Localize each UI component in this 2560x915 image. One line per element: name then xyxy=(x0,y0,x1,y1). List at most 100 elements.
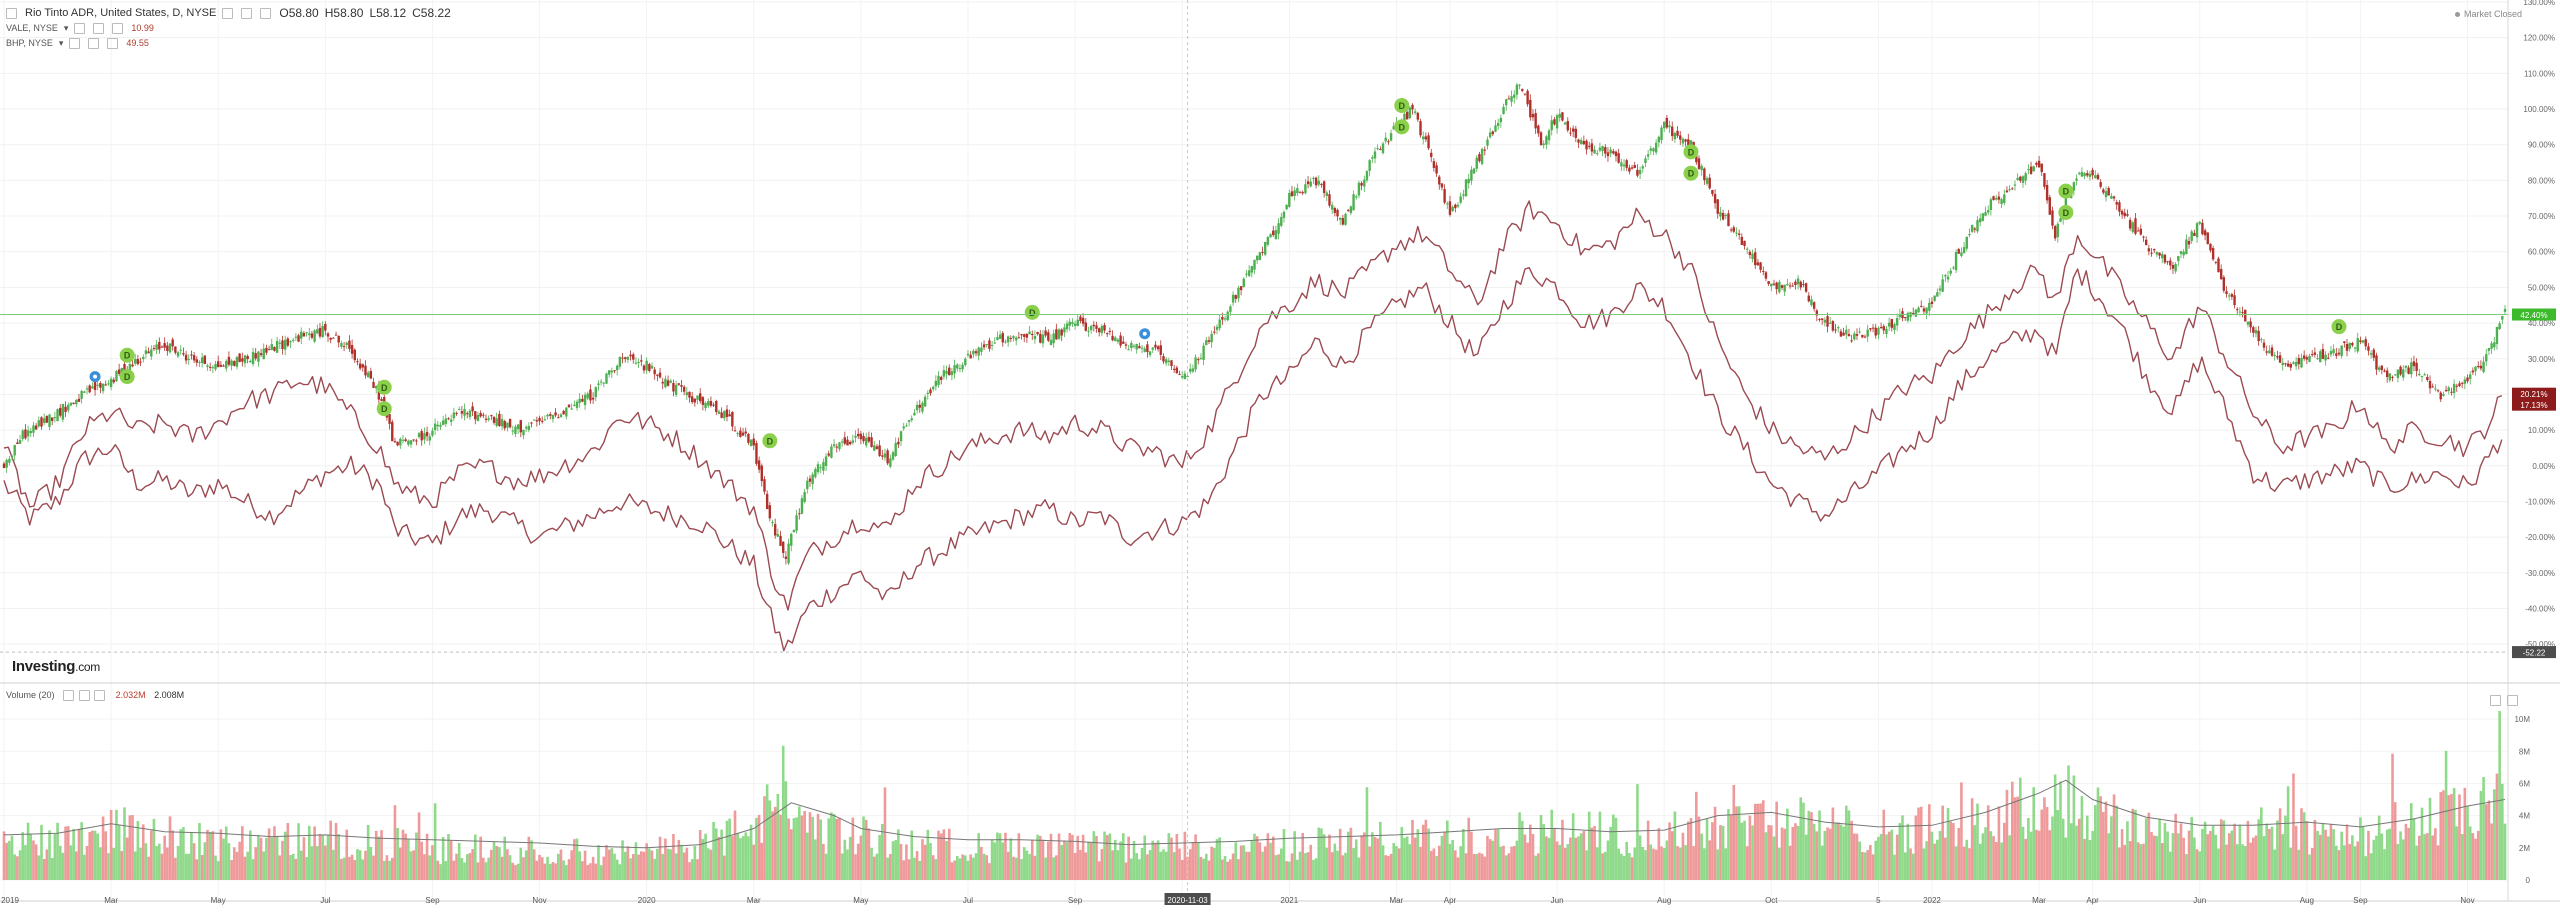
volume-bar xyxy=(439,864,442,880)
volume-bar xyxy=(610,848,614,880)
volume-bar xyxy=(2302,812,2306,880)
collapse-icon[interactable] xyxy=(6,8,17,19)
dividend-marker[interactable]: D xyxy=(1683,165,1699,181)
volume-bar xyxy=(2431,835,2435,880)
dividend-marker[interactable]: D xyxy=(2058,204,2074,220)
candle-body xyxy=(1411,104,1414,110)
dividend-marker-circle xyxy=(1683,144,1699,160)
volume-bar xyxy=(93,830,97,880)
dropdown-icon[interactable]: ▾ xyxy=(58,38,64,48)
volume-bar xyxy=(1296,859,1299,880)
volume-bar xyxy=(581,861,584,880)
volume-bar xyxy=(607,849,611,880)
volume-bar xyxy=(2069,823,2073,880)
candle-body xyxy=(2412,361,2416,367)
settings-icon[interactable] xyxy=(78,690,90,702)
volume-bar xyxy=(337,834,341,880)
volume-bar xyxy=(1855,833,1859,880)
pane-controls[interactable] xyxy=(2489,692,2520,710)
settings-icon[interactable] xyxy=(88,38,100,49)
volume-bar xyxy=(2219,819,2223,880)
eye-icon[interactable] xyxy=(74,23,86,34)
main-symbol: Rio Tinto ADR, United States, D, NYSE xyxy=(25,7,217,19)
volume-bar xyxy=(1263,846,1267,880)
candle-body xyxy=(1507,98,1511,100)
candle-body xyxy=(1997,196,2001,200)
candle-body xyxy=(2126,214,2129,216)
candle-body xyxy=(1416,112,1420,120)
candle-body xyxy=(2455,385,2459,387)
dividend-marker[interactable]: D xyxy=(376,401,392,417)
volume-bar xyxy=(2198,851,2202,880)
close-icon[interactable] xyxy=(94,690,106,702)
dividend-marker[interactable]: D xyxy=(762,433,778,449)
eye-icon[interactable] xyxy=(222,8,234,19)
dividend-marker[interactable]: D xyxy=(1683,144,1699,160)
volume-bar xyxy=(2005,789,2009,880)
dropdown-icon[interactable]: ▾ xyxy=(63,23,69,33)
candle-body xyxy=(2477,366,2480,368)
volume-bar xyxy=(479,836,482,880)
eye-icon[interactable] xyxy=(69,38,81,49)
close-icon[interactable] xyxy=(112,23,124,34)
volume-bar xyxy=(792,818,796,880)
candle-body xyxy=(203,355,207,365)
candle-body xyxy=(1804,283,1808,292)
compare-row-bhp[interactable]: BHP, NYSE ▾ 49.55 xyxy=(6,36,451,51)
dividend-marker[interactable]: D xyxy=(2058,183,2074,199)
candle-body xyxy=(2037,160,2041,168)
volume-bar xyxy=(1312,859,1315,880)
volume-bar xyxy=(1076,835,1080,880)
volume-bar xyxy=(1775,801,1778,880)
dividend-marker[interactable]: D xyxy=(119,369,135,385)
dividend-marker[interactable]: D xyxy=(1394,97,1410,113)
volume-bar xyxy=(2434,828,2437,880)
dividend-marker[interactable]: D xyxy=(2331,319,2347,335)
settings-icon[interactable] xyxy=(241,8,253,19)
candle-body xyxy=(91,386,94,389)
settings-icon[interactable] xyxy=(93,23,105,34)
volume-bar xyxy=(1612,814,1615,880)
volume-bar xyxy=(2426,833,2429,880)
candle-body xyxy=(332,337,335,339)
candle-body xyxy=(1293,190,1296,196)
dividend-marker[interactable]: D xyxy=(1394,119,1410,135)
candle-body xyxy=(832,444,836,447)
candle-body xyxy=(1218,319,1221,329)
volume-bar xyxy=(1172,852,1176,880)
eye-icon[interactable] xyxy=(63,690,75,702)
candle-body xyxy=(1513,94,1516,98)
close-icon[interactable] xyxy=(107,38,119,49)
x-tick-label: Mar xyxy=(104,896,118,905)
main-legend-row[interactable]: Rio Tinto ADR, United States, D, NYSE O5… xyxy=(6,6,451,21)
volume-bar xyxy=(516,863,520,880)
dividend-marker[interactable]: D xyxy=(376,379,392,395)
close-icon[interactable] xyxy=(260,8,272,19)
dividend-marker[interactable]: D xyxy=(1024,304,1040,320)
candle-body xyxy=(1989,199,1993,210)
volume-bar xyxy=(1761,800,1765,880)
candle-body xyxy=(2257,330,2260,342)
dividend-marker[interactable]: D xyxy=(119,347,135,363)
candle-body xyxy=(840,441,844,443)
compare-row-vale[interactable]: VALE, NYSE ▾ 10.99 xyxy=(6,21,451,36)
candle-body xyxy=(2118,202,2121,212)
volume-bar xyxy=(1392,842,1396,880)
dividend-marker-label: D xyxy=(124,351,131,361)
close-pane-icon[interactable] xyxy=(2507,695,2518,707)
crosshair-date-label: 2020-11-03 xyxy=(1167,896,1208,905)
volume-bar xyxy=(262,851,266,880)
candle-body xyxy=(2426,376,2429,381)
dividend-marker-label: D xyxy=(1688,169,1695,179)
event-marker[interactable] xyxy=(89,371,101,383)
maximize-pane-icon[interactable] xyxy=(2489,695,2501,707)
event-marker[interactable] xyxy=(1139,328,1151,340)
candle-body xyxy=(2490,343,2493,349)
candle-body xyxy=(1097,328,1101,333)
dividend-marker-label: D xyxy=(124,372,131,382)
x-tick-label: Oct xyxy=(1765,896,1778,905)
candle-body xyxy=(1373,151,1377,159)
